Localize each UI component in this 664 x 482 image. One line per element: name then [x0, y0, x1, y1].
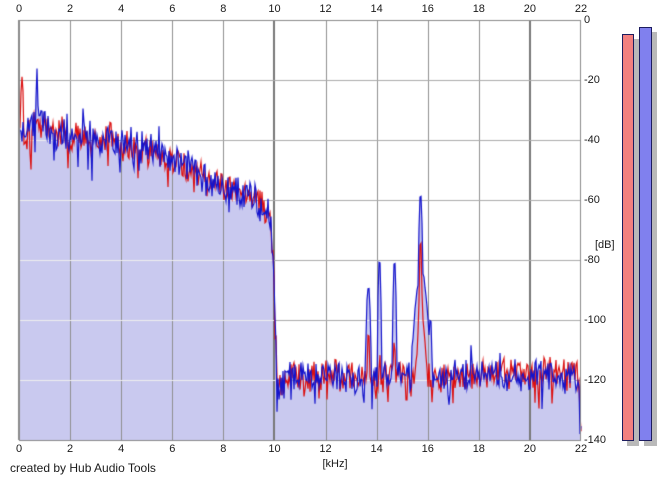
x-tick-label: 2 — [67, 3, 74, 15]
x-tick-label: 14 — [370, 443, 383, 455]
y-tick-label: -100 — [584, 314, 607, 326]
y-tick-label: -40 — [584, 134, 600, 146]
credit-text: created by Hub Audio Tools — [10, 461, 156, 475]
x-tick-label: 4 — [118, 3, 125, 15]
level-meter-red-bar — [622, 34, 634, 441]
y-tick-label: -20 — [584, 74, 600, 86]
x-tick-label: 18 — [472, 443, 485, 455]
x-tick-label: 6 — [169, 3, 176, 15]
x-tick-label: 2 — [67, 443, 74, 455]
x-tick-label: 10 — [268, 3, 281, 15]
y-tick-label: 0 — [584, 14, 591, 26]
x-tick-label: 16 — [421, 443, 434, 455]
x-tick-label: 22 — [574, 3, 588, 15]
x-tick-label: 0 — [15, 3, 23, 15]
y-tick-label: -80 — [584, 254, 600, 266]
x-tick-label: 8 — [220, 3, 227, 15]
x-tick-label: 22 — [574, 443, 588, 455]
x-tick-label: 10 — [268, 443, 281, 455]
x-axis-unit-label: [kHz] — [322, 458, 348, 470]
x-tick-label: 12 — [319, 3, 332, 15]
x-tick-label: 18 — [472, 3, 485, 15]
x-tick-label: 20 — [523, 3, 537, 15]
x-tick-label: 16 — [421, 3, 434, 15]
y-tick-label: -120 — [584, 374, 607, 386]
y-axis-unit-label: [dB] — [595, 239, 615, 251]
x-tick-label: 0 — [15, 443, 23, 455]
x-tick-label: 4 — [118, 443, 125, 455]
x-tick-label: 6 — [169, 443, 176, 455]
x-tick-label: 8 — [220, 443, 227, 455]
level-meter-blue-bar — [639, 27, 652, 441]
x-tick-label: 14 — [370, 3, 383, 15]
x-tick-label: 12 — [319, 443, 332, 455]
x-tick-label: 20 — [523, 443, 537, 455]
y-tick-label: -140 — [584, 434, 607, 446]
y-tick-label: -60 — [584, 194, 600, 206]
